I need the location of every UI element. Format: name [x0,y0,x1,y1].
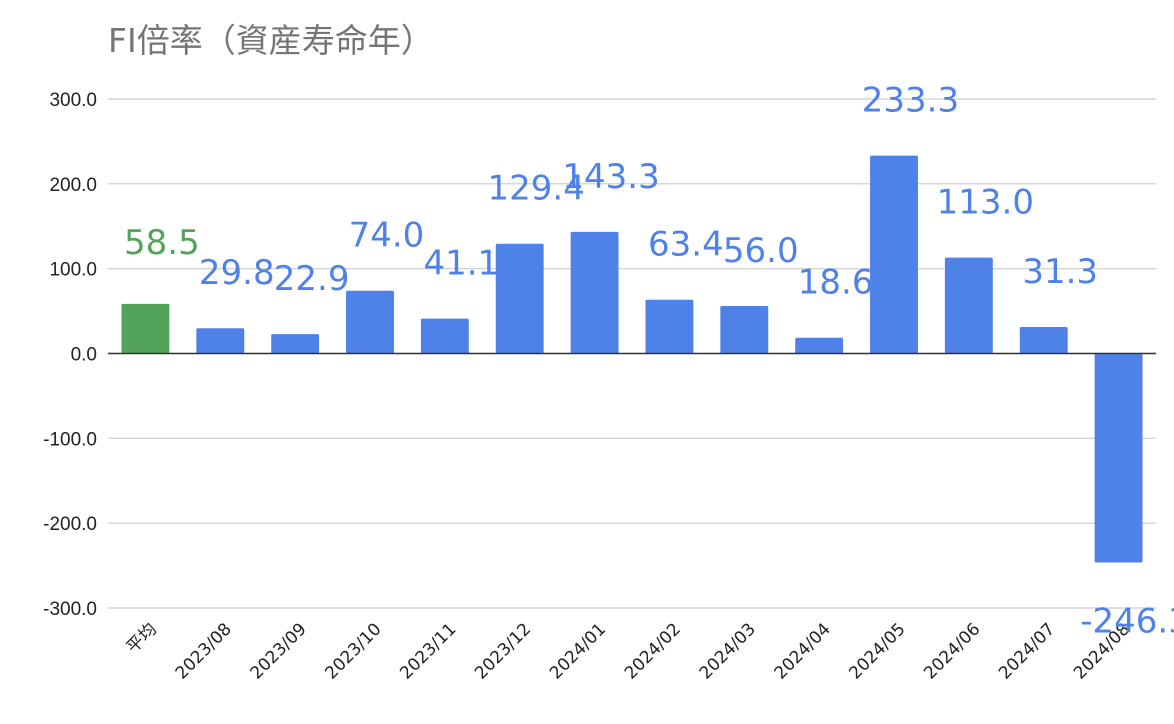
x-tick-label: 2023/11 [396,619,460,683]
bar [570,231,619,354]
y-tick-label: 0.0 [71,345,97,366]
x-tick-label: 2024/05 [845,619,909,683]
data-label: 233.3 [862,81,959,121]
bar [271,334,320,354]
data-label: 129.4 [488,169,585,209]
data-label: 58.5 [124,223,200,263]
bar [944,257,993,354]
data-label: 22.9 [274,259,350,299]
bar [1019,326,1068,354]
x-tick-label: 2023/12 [471,619,535,683]
data-label: 74.0 [349,216,425,256]
data-label: 63.4 [648,225,724,265]
y-tick-label: 100.0 [49,260,97,281]
x-tick-label: 2023/10 [321,619,385,683]
data-label: 113.0 [937,183,1034,223]
data-label: 143.3 [562,157,659,197]
x-tick-label: 2024/02 [621,619,685,683]
data-label: 56.0 [723,231,799,271]
bar [495,243,544,354]
y-tick-label: 200.0 [49,175,97,196]
y-tick-label: -200.0 [43,514,97,535]
bar [645,299,694,354]
bar [346,290,394,354]
x-tick-label: 2024/01 [546,619,610,683]
x-tick-label: 2023/08 [172,619,236,683]
bar [795,337,844,354]
x-tick-label: 2023/09 [247,619,311,683]
x-tick-label: 平均 [123,619,161,657]
x-tick-label: 2024/04 [771,619,835,683]
bars [121,155,1143,563]
bar [870,155,918,354]
y-tick-label: 300.0 [49,90,97,111]
bar [420,318,469,354]
bar [121,303,170,354]
data-label: 29.8 [199,253,275,293]
y-axis-tick-labels: 300.0 200.0 100.0 0.0 -100.0 -200.0 -300.0 [43,90,97,620]
data-label: -246.3 [1080,601,1174,641]
y-tick-label: -300.0 [43,599,97,620]
x-tick-label: 2024/07 [995,619,1059,683]
data-label: 31.3 [1022,252,1098,292]
x-axis-tick-labels: 平均 2023/08 2023/09 2023/10 2023/11 2023/12 202… [123,619,1134,683]
bar [196,328,245,354]
x-tick-label: 2024/03 [696,619,760,683]
y-tick-label: -100.0 [43,429,97,450]
data-label: 18.6 [798,263,874,303]
data-label: 41.1 [423,244,499,284]
x-tick-label: 2024/06 [920,619,984,683]
chart-title: FI倍率（資産寿命年） [108,21,434,60]
bar [720,305,769,354]
bar [1094,353,1143,563]
